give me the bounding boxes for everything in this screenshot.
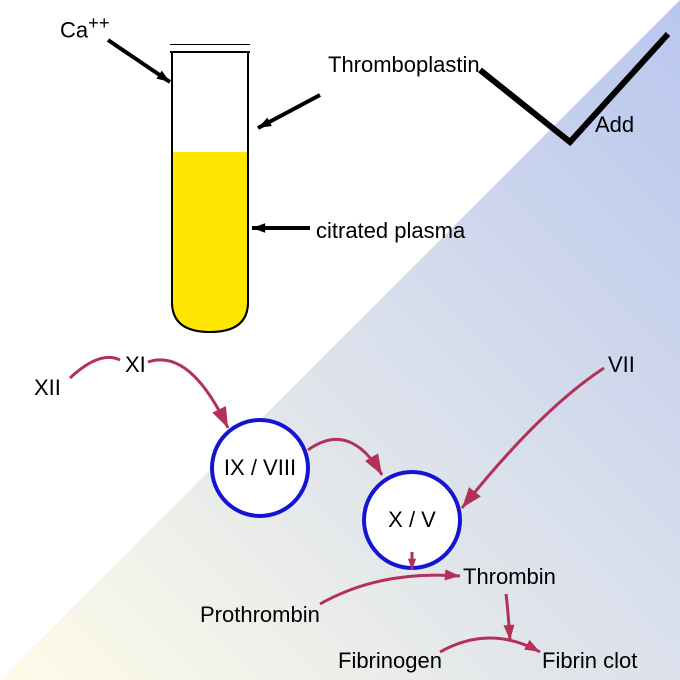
diagram-svg-layer xyxy=(0,0,680,680)
